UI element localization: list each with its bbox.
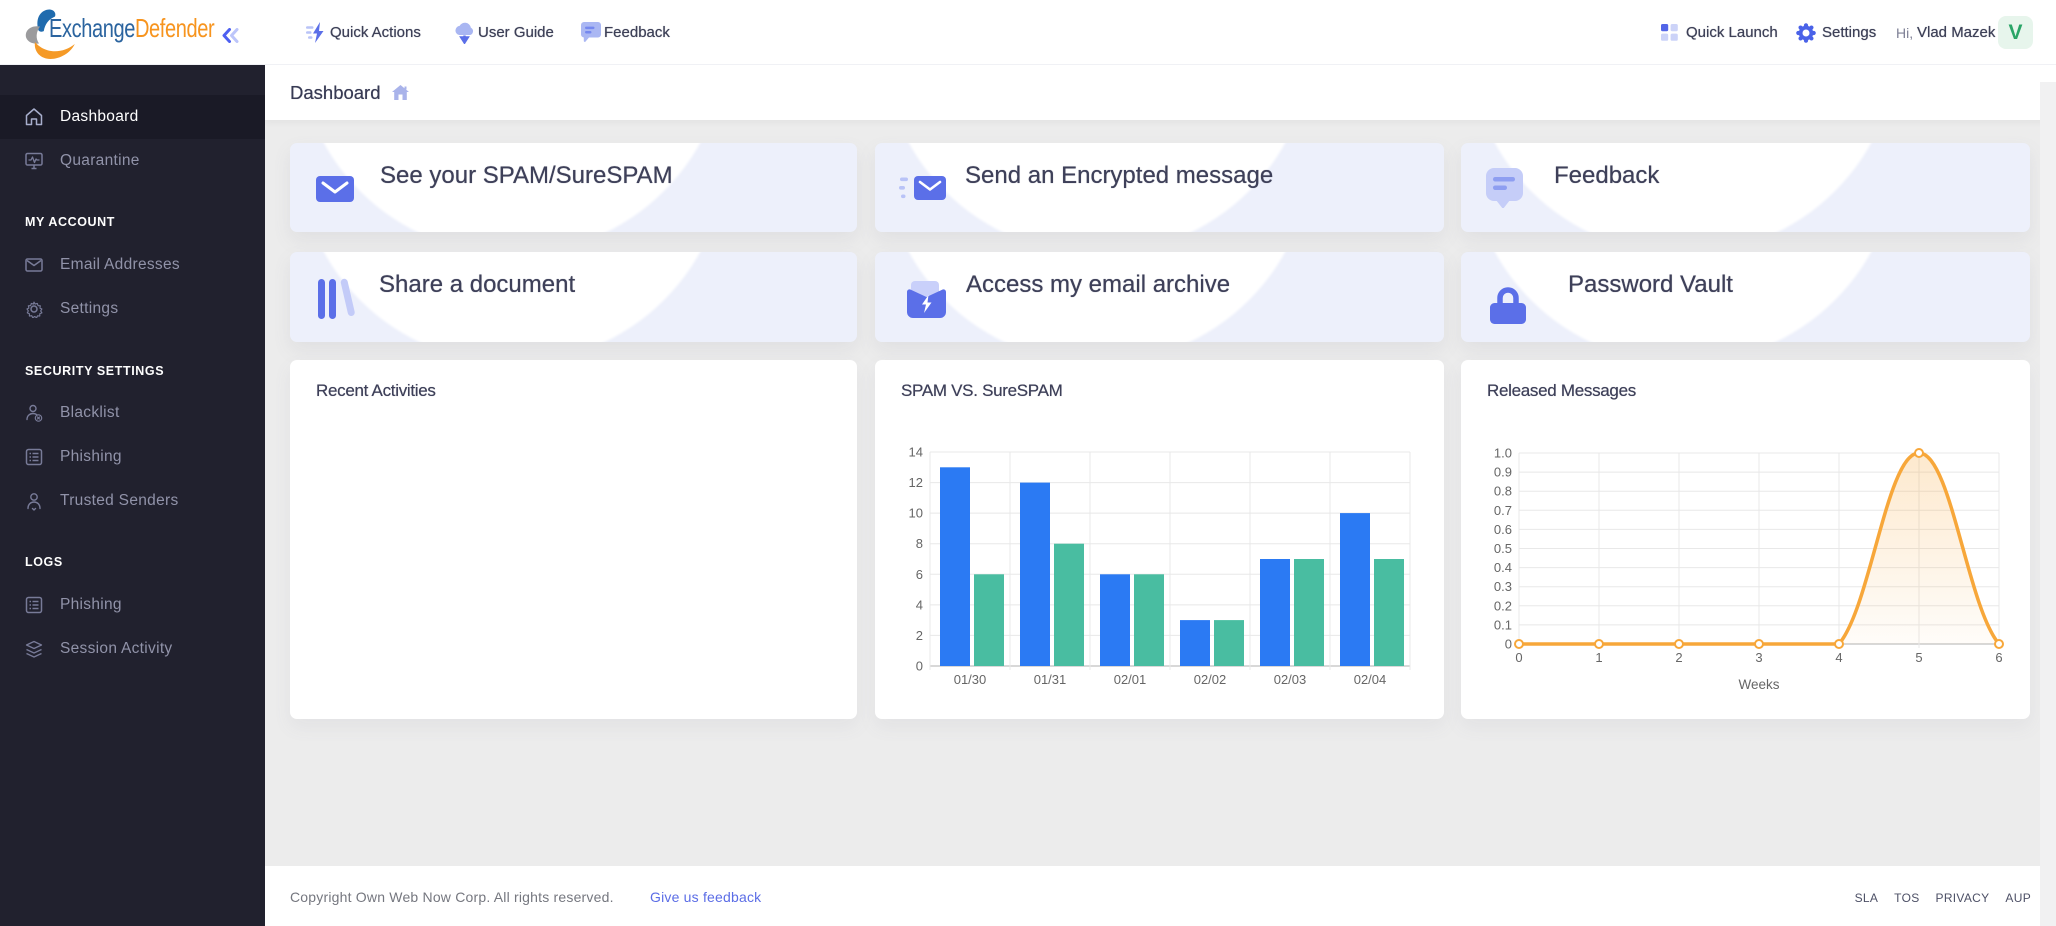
svg-text:2: 2 — [1675, 650, 1682, 665]
svg-text:02/02: 02/02 — [1194, 672, 1227, 687]
svg-text:5: 5 — [1915, 650, 1922, 665]
svg-text:0.8: 0.8 — [1494, 484, 1512, 499]
svg-text:4: 4 — [1835, 650, 1842, 665]
svg-text:0.2: 0.2 — [1494, 598, 1512, 613]
svg-text:Weeks: Weeks — [1738, 677, 1779, 692]
svg-text:2: 2 — [916, 628, 923, 643]
svg-text:14: 14 — [909, 445, 923, 460]
svg-text:10: 10 — [909, 506, 923, 521]
svg-text:0.5: 0.5 — [1494, 541, 1512, 556]
svg-text:02/01: 02/01 — [1114, 672, 1147, 687]
svg-text:02/04: 02/04 — [1354, 672, 1387, 687]
svg-text:8: 8 — [916, 536, 923, 551]
svg-text:0: 0 — [916, 659, 923, 674]
svg-text:0.4: 0.4 — [1494, 560, 1512, 575]
svg-text:01/30: 01/30 — [954, 672, 987, 687]
svg-text:0.7: 0.7 — [1494, 503, 1512, 518]
svg-text:0: 0 — [1515, 650, 1522, 665]
svg-text:0.9: 0.9 — [1494, 465, 1512, 480]
svg-text:02/03: 02/03 — [1274, 672, 1307, 687]
svg-text:6: 6 — [1995, 650, 2002, 665]
svg-text:6: 6 — [916, 567, 923, 582]
svg-text:4: 4 — [916, 597, 923, 612]
svg-text:1.0: 1.0 — [1494, 446, 1512, 461]
svg-text:1: 1 — [1595, 650, 1602, 665]
svg-text:12: 12 — [909, 475, 923, 490]
svg-text:0.6: 0.6 — [1494, 522, 1512, 537]
svg-text:0: 0 — [1505, 637, 1512, 652]
svg-text:3: 3 — [1755, 650, 1762, 665]
svg-text:0.3: 0.3 — [1494, 579, 1512, 594]
svg-text:01/31: 01/31 — [1034, 672, 1067, 687]
svg-text:0.1: 0.1 — [1494, 617, 1512, 632]
